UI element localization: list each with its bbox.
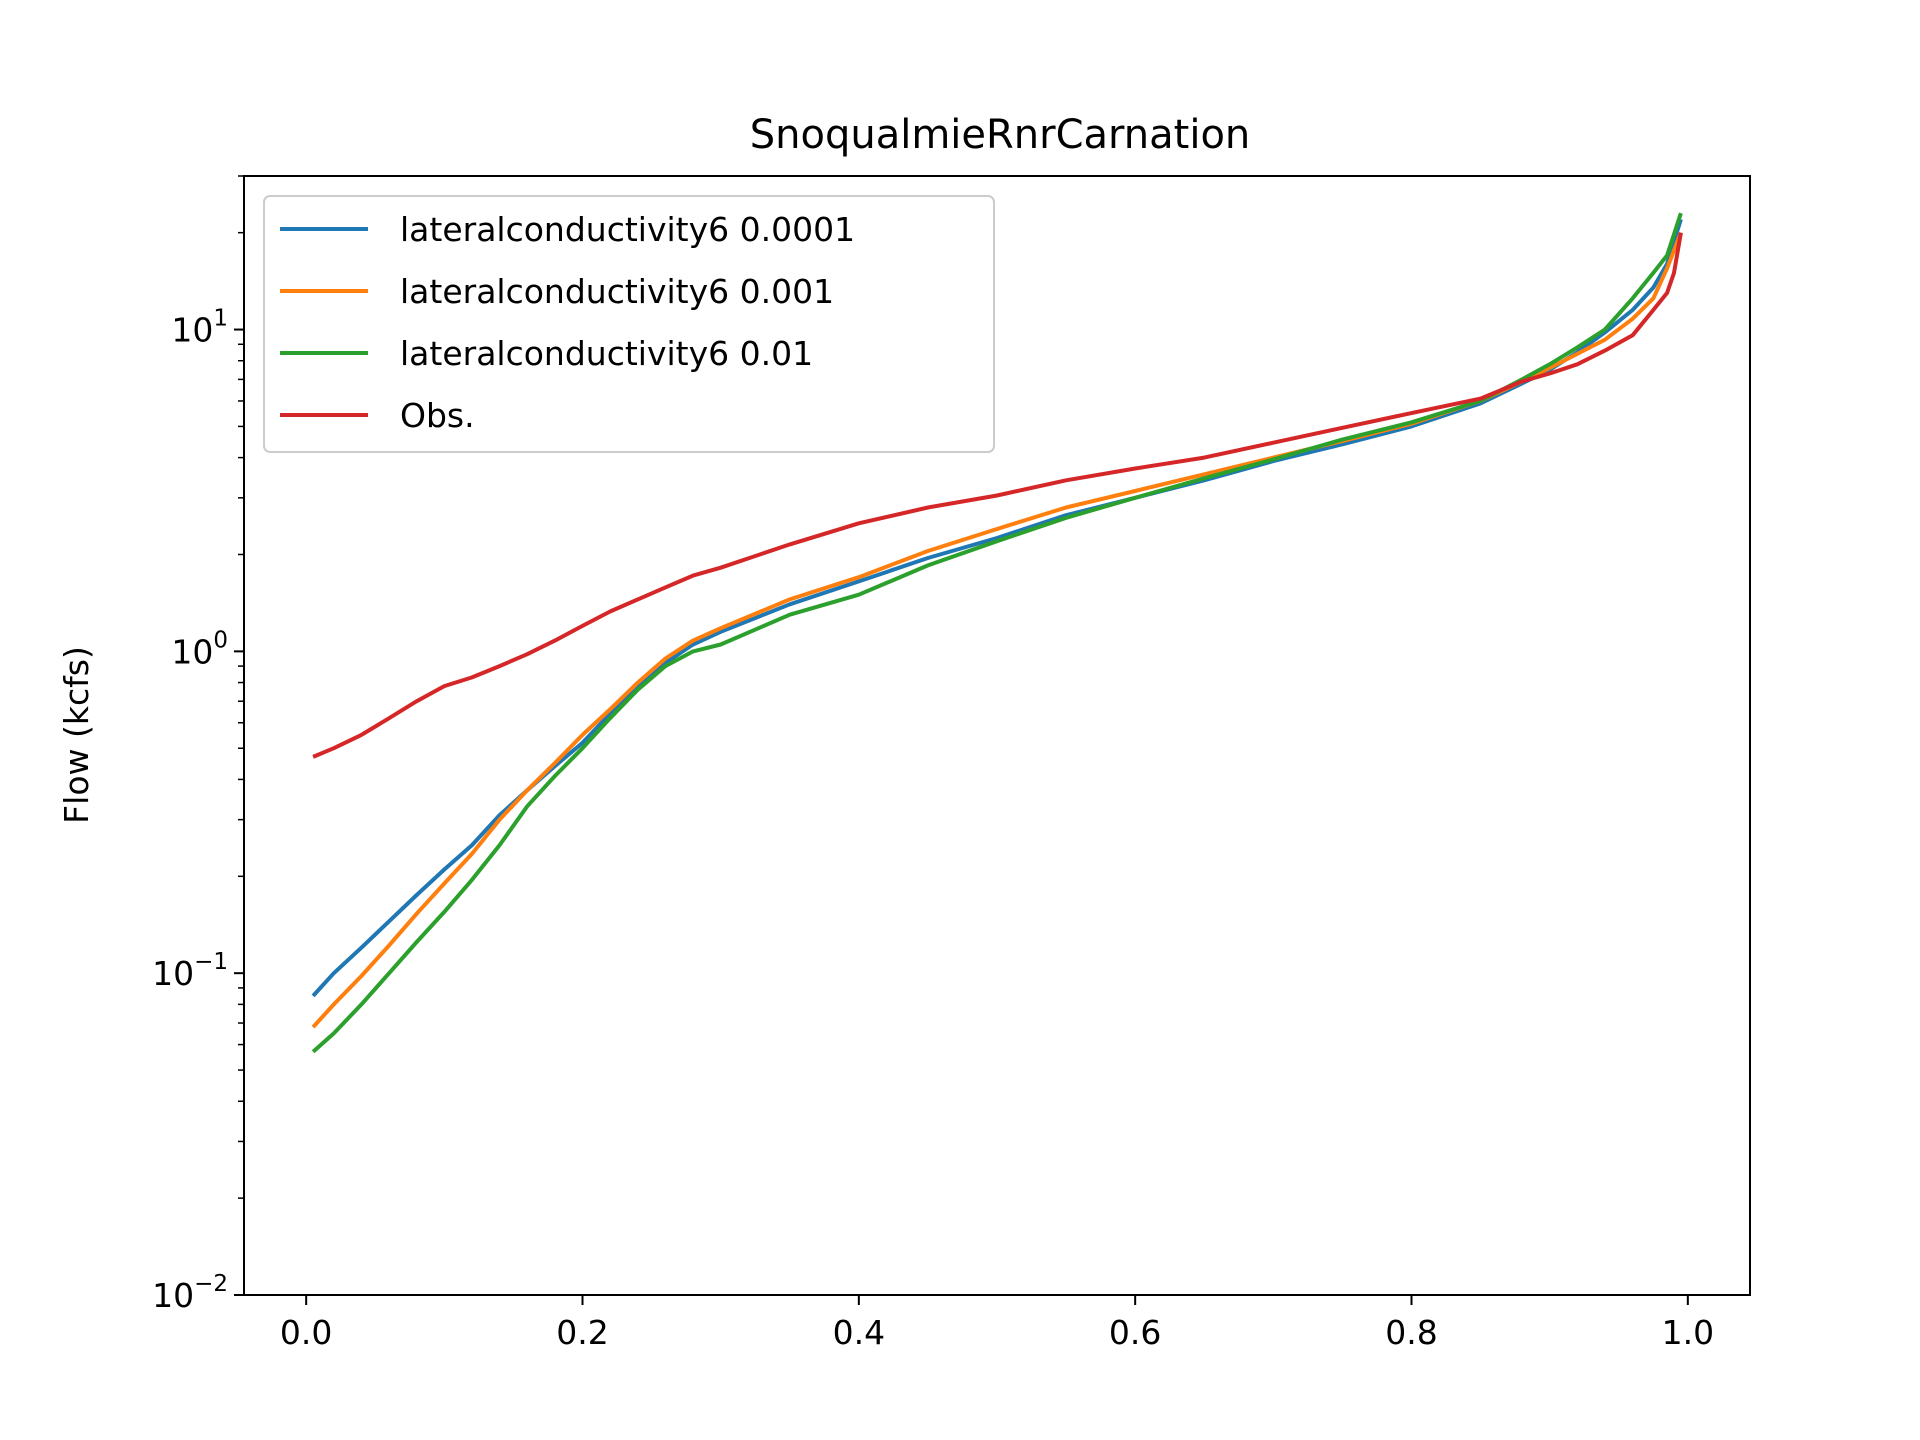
x-tick-label-0: 0.0 bbox=[280, 1313, 332, 1352]
legend-label-2: lateralconductivity6 0.01 bbox=[400, 334, 813, 373]
x-tick-label-3: 0.6 bbox=[1109, 1313, 1161, 1352]
y-tick-label-2: 100 bbox=[171, 627, 228, 671]
y-tick-label-0: 10−2 bbox=[152, 1271, 228, 1315]
x-tick-label-2: 0.4 bbox=[833, 1313, 885, 1352]
legend-label-1: lateralconductivity6 0.001 bbox=[400, 272, 834, 311]
legend: lateralconductivity6 0.0001 lateralconduc… bbox=[263, 195, 995, 453]
legend-label-0: lateralconductivity6 0.0001 bbox=[400, 210, 855, 249]
x-axis: 0.0 0.2 0.4 0.6 0.8 1.0 bbox=[280, 1295, 1714, 1352]
x-tick-label-1: 0.2 bbox=[556, 1313, 608, 1352]
y-tick-label-3: 101 bbox=[171, 306, 228, 350]
x-tick-label-5: 1.0 bbox=[1662, 1313, 1714, 1352]
series-line-2 bbox=[311, 212, 1683, 1054]
series-line-3 bbox=[312, 232, 1683, 759]
y-axis: 10−2 10−1 100 101 bbox=[152, 175, 244, 1315]
y-tick-label-1: 10−1 bbox=[152, 949, 228, 993]
series-line-1 bbox=[311, 231, 1683, 1029]
legend-box bbox=[263, 195, 995, 453]
legend-label-3: Obs. bbox=[400, 396, 475, 435]
y-axis-label: Flow (kcfs) bbox=[57, 646, 96, 824]
series-layer bbox=[311, 212, 1683, 1054]
plot-frame bbox=[243, 175, 1751, 1296]
x-tick-label-4: 0.8 bbox=[1385, 1313, 1437, 1352]
chart-title: SnoqualmieRnrCarnation bbox=[750, 112, 1251, 158]
